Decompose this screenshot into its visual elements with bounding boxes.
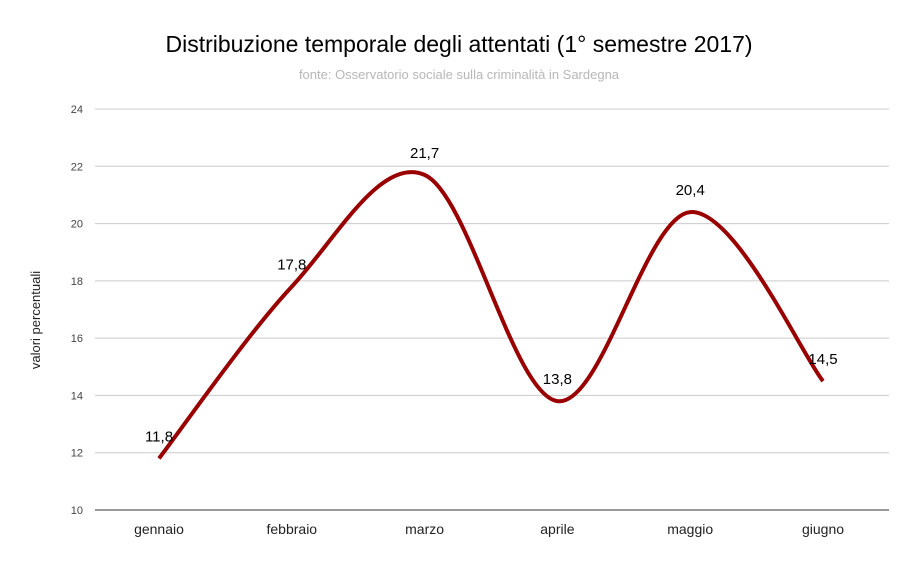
data-label: 21,7 xyxy=(410,145,439,162)
data-label: 17,8 xyxy=(277,257,306,274)
data-label: 20,4 xyxy=(676,182,705,199)
x-tick-label: febbraio xyxy=(267,521,318,537)
y-axis-label: valori percentuali xyxy=(28,271,43,369)
y-tick-label: 16 xyxy=(71,333,83,345)
x-tick-label: giugno xyxy=(802,521,844,537)
y-tick-label: 10 xyxy=(71,505,83,517)
x-tick-label: gennaio xyxy=(134,521,184,537)
data-label: 13,8 xyxy=(543,371,572,388)
series-line xyxy=(159,172,823,458)
y-tick-label: 18 xyxy=(71,276,83,288)
data-label: 14,5 xyxy=(808,351,837,368)
x-tick-label: marzo xyxy=(405,521,444,537)
x-tick-label: aprile xyxy=(540,521,574,537)
data-label: 11,8 xyxy=(145,428,173,445)
y-tick-label: 12 xyxy=(71,448,83,460)
y-tick-label: 20 xyxy=(71,219,83,231)
y-tick-label: 24 xyxy=(71,104,83,116)
x-tick-label: maggio xyxy=(667,521,713,537)
y-tick-label: 14 xyxy=(71,390,83,402)
y-tick-label: 22 xyxy=(71,161,83,173)
chart-title: Distribuzione temporale degli attentati … xyxy=(165,31,752,57)
chart-subtitle: fonte: Osservatorio sociale sulla crimin… xyxy=(299,67,620,82)
